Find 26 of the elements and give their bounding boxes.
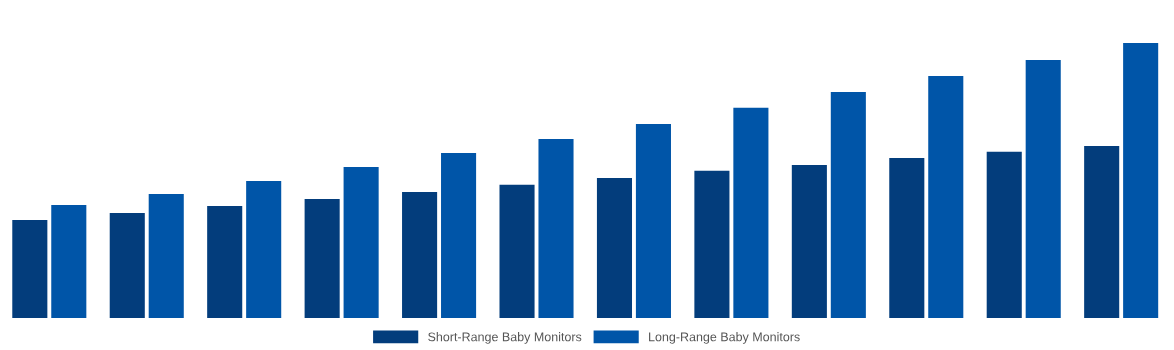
bar — [402, 192, 438, 319]
bar — [1025, 59, 1061, 319]
bar — [148, 193, 184, 319]
bar — [889, 157, 925, 319]
bar — [635, 124, 671, 319]
bar — [596, 177, 633, 319]
bar — [928, 75, 964, 319]
bar — [246, 181, 282, 319]
bar — [499, 184, 535, 319]
bar — [830, 91, 866, 319]
bar — [1123, 42, 1159, 319]
bar — [51, 204, 87, 319]
bar — [343, 166, 379, 319]
bar — [1084, 146, 1120, 319]
bar — [694, 170, 730, 319]
bar — [109, 212, 145, 319]
legend-label: Short-Range Baby Monitors — [428, 332, 582, 344]
bar — [733, 107, 769, 319]
bar — [441, 152, 477, 319]
bar — [986, 151, 1022, 319]
bar — [538, 138, 574, 319]
legend-label: Long-Range Baby Monitors — [649, 332, 800, 344]
bar — [791, 165, 827, 319]
bar — [304, 198, 340, 319]
bar — [12, 220, 48, 319]
bar — [207, 206, 243, 319]
